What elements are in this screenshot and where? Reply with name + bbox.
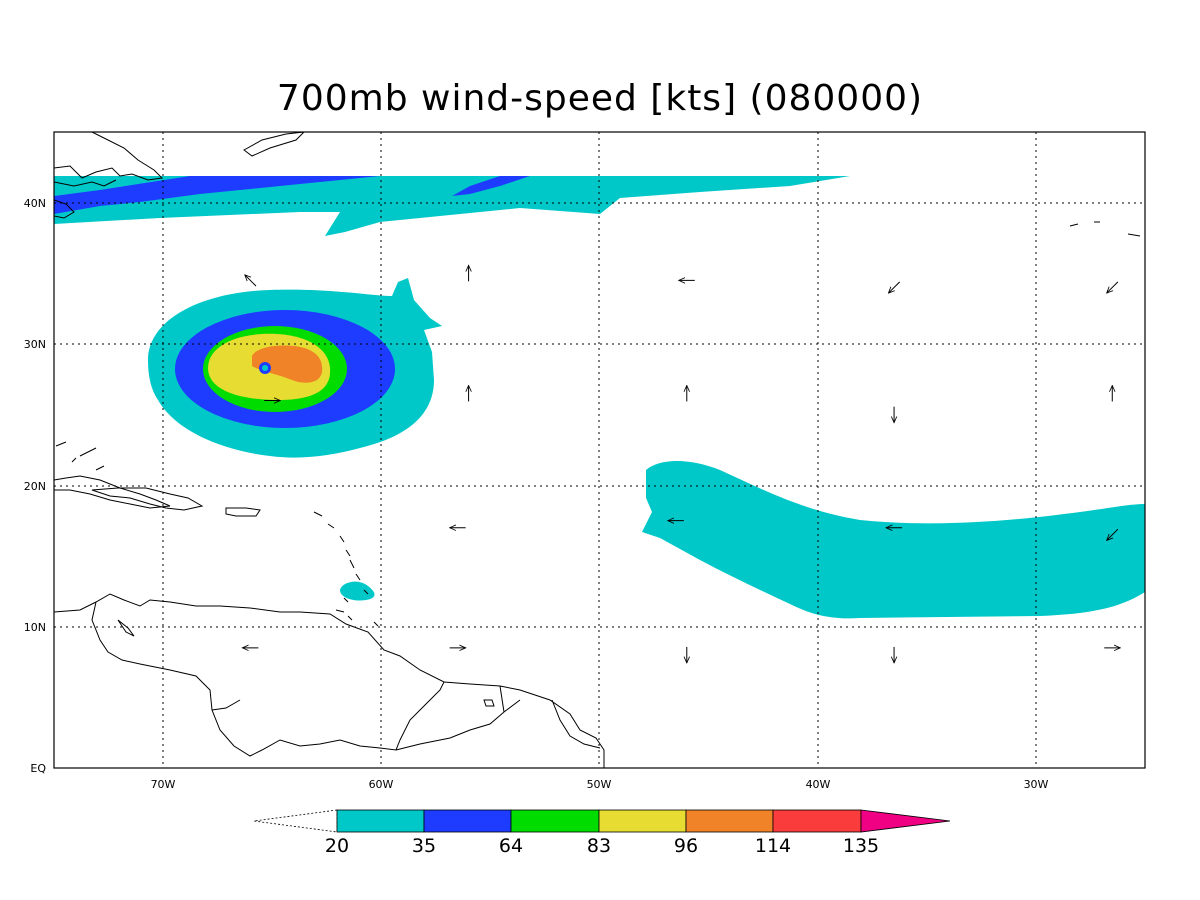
colorbar: 20 35 64 83 96 114 135 [253,809,951,857]
jet-band-35-east [452,176,530,196]
wind-vector-arrow [888,281,901,293]
cuba [54,475,171,509]
lon-tick-label: 50W [587,778,612,791]
lat-tick-label: 30N [24,338,46,351]
colorbar-swatch-35 [423,809,512,833]
colorbar-label: 114 [755,835,791,857]
colorbar-below-triangle [253,809,338,833]
colorbar-label: 64 [499,835,523,857]
lat-tick-label: 20N [24,480,46,493]
plot-frame [53,131,1146,769]
wind-vector-arrow [1107,528,1119,540]
colorbar-swatch-96 [685,809,774,833]
colorbar-above-triangle [860,809,951,833]
jet-band-35-west [54,176,380,214]
colorbar-label: 135 [843,835,879,857]
bahamas [55,441,105,471]
nova-scotia [243,132,305,157]
wind-speed-shading [54,176,1145,619]
colorbar-swatch-64 [510,809,600,833]
atlantic-islands [1069,221,1141,237]
colorbar-swatch-83 [598,809,687,833]
hispaniola [91,487,204,511]
trade-band-20 [642,461,1145,619]
wind-vectors [242,265,1120,663]
hurricane-ring-96 [252,345,323,383]
lon-tick-label: 30W [1024,778,1049,791]
puerto-rico [225,507,261,517]
lon-tick-label: 60W [369,778,394,791]
lat-tick-label: EQ [30,762,46,775]
grid-lines [54,132,1145,768]
wind-vector-arrow [1107,281,1119,293]
small-patch-20 [340,581,375,601]
trinidad-tobago [335,609,379,627]
colorbar-label: 20 [325,835,349,857]
colorbar-label: 96 [674,835,698,857]
colorbar-swatch-114 [772,809,862,833]
colorbar-label: 35 [412,835,436,857]
jet-band-20 [54,176,850,236]
hurricane-eye [262,365,268,371]
lat-tick-label: 10N [24,621,46,634]
wind-vector-arrow [245,275,257,287]
lon-tick-label: 70W [151,778,176,791]
colorbar-swatch-20 [336,809,425,833]
lat-tick-labels: EQ 10N 20N 30N 40N [24,197,47,775]
lesser-antilles [313,511,369,603]
lon-tick-labels: 70W 60W 50W 40W 30W [151,778,1049,791]
plot-title: 700mb wind-speed [kts] (080000) [276,78,924,119]
colorbar-label: 83 [587,835,611,857]
south-america-coast [54,593,605,768]
south-america-lakes [117,619,495,707]
coastlines [54,132,1141,768]
lon-tick-label: 40W [806,778,831,791]
lat-tick-label: 40N [24,197,46,210]
